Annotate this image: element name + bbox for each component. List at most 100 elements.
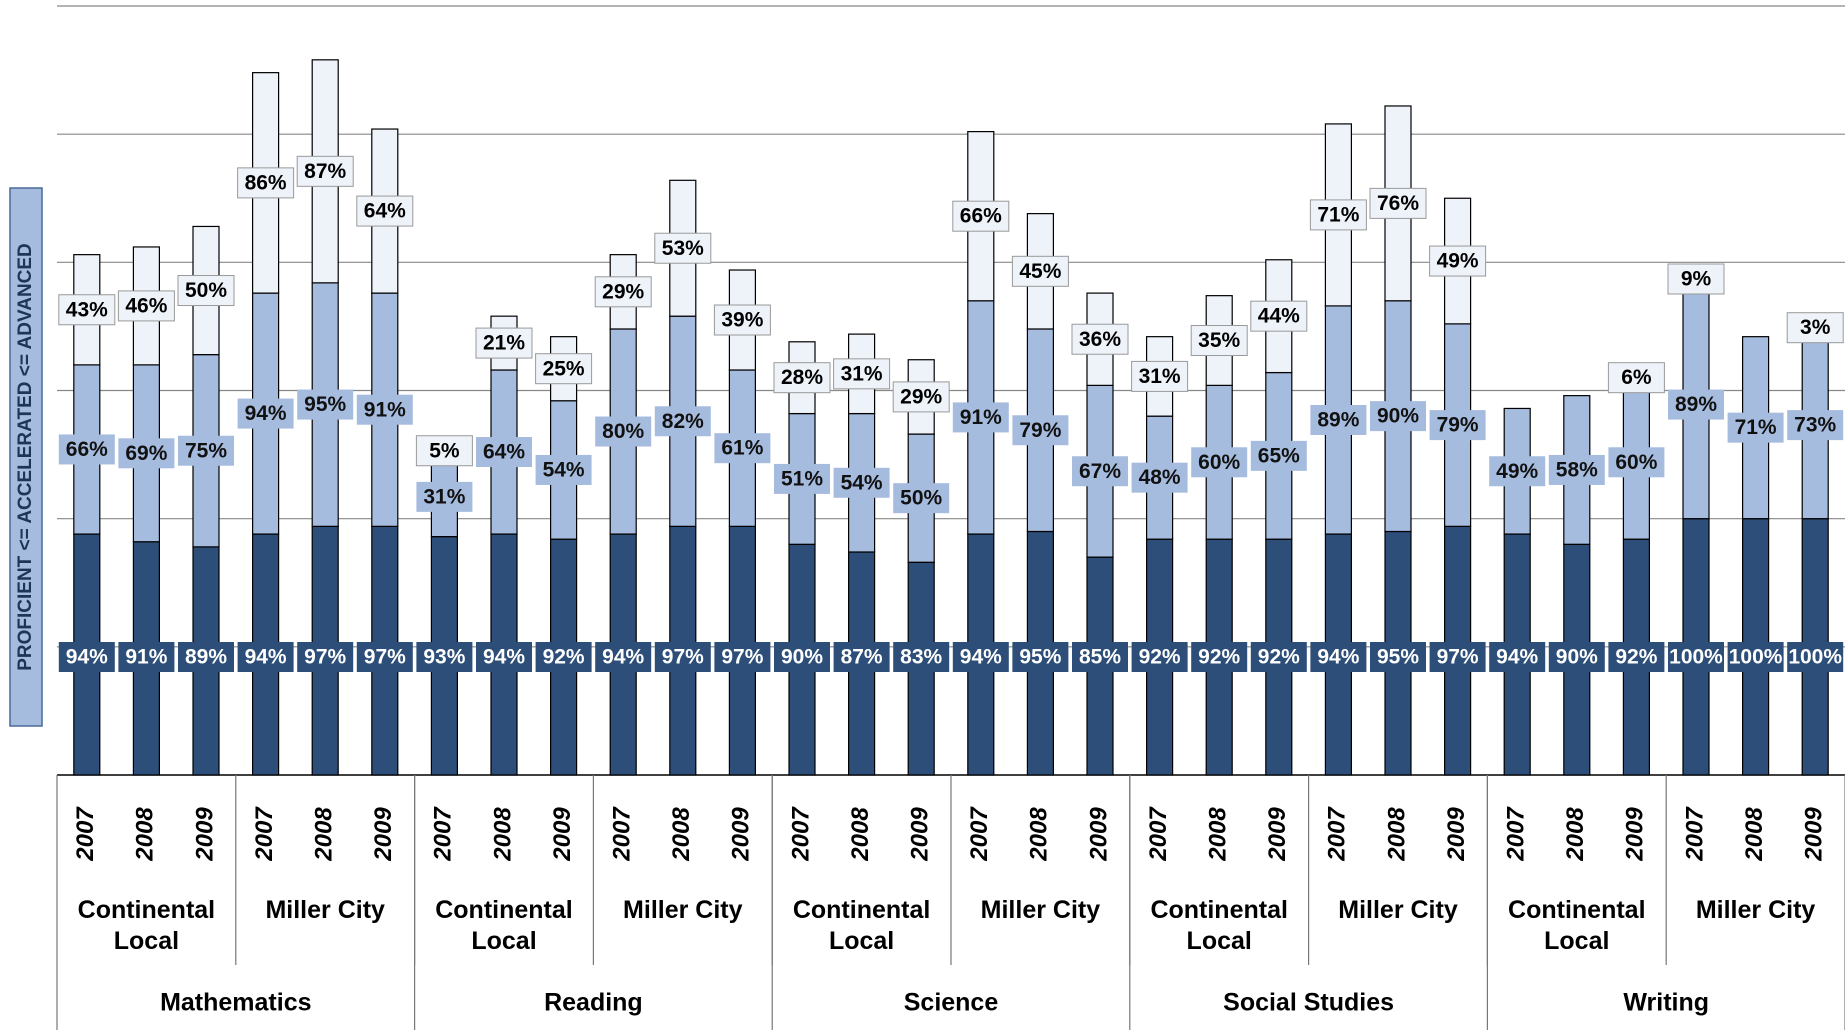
value-label-box — [594, 276, 652, 308]
value-label-box — [535, 454, 592, 485]
value-label: 97% — [1437, 646, 1479, 669]
x-tick-label: 2008 — [1026, 807, 1053, 862]
value-label-box — [1548, 642, 1605, 672]
value-label: 83% — [900, 646, 942, 669]
value-label-box — [297, 642, 354, 672]
value-label: 54% — [841, 471, 883, 494]
x-tick-label: 2009 — [1264, 807, 1291, 862]
value-label: 94% — [245, 402, 287, 425]
value-label-box — [952, 642, 1009, 672]
value-label: 86% — [245, 171, 287, 194]
value-label-box — [1072, 642, 1128, 672]
value-label-box — [1786, 312, 1844, 344]
subject-label: Writing — [1623, 989, 1709, 1017]
x-tick-label: 2008 — [1741, 807, 1768, 862]
value-label: 89% — [185, 646, 227, 669]
value-label-box — [1191, 447, 1248, 478]
value-label-box — [1787, 642, 1844, 672]
value-label: 21% — [483, 332, 525, 355]
value-label: 64% — [364, 200, 406, 223]
value-label: 31% — [423, 485, 465, 508]
value-label: 79% — [1019, 419, 1061, 442]
x-tick-label: 2007 — [430, 806, 457, 862]
value-label: 80% — [602, 420, 644, 443]
value-label: 67% — [1079, 460, 1121, 483]
value-label: 75% — [185, 439, 227, 462]
value-label: 89% — [1675, 393, 1717, 416]
value-label-box — [118, 438, 175, 469]
value-label-box — [1727, 412, 1784, 443]
value-label: 36% — [1079, 328, 1121, 351]
value-label-box — [1668, 389, 1724, 420]
value-label-box — [1370, 401, 1426, 432]
school-label: Miller City — [265, 896, 385, 924]
value-label: 66% — [960, 205, 1002, 228]
value-label-box — [535, 642, 592, 672]
value-label: 92% — [543, 646, 585, 669]
value-label-box — [1667, 263, 1725, 295]
value-label-box — [1131, 360, 1189, 392]
value-label-box — [1190, 325, 1248, 357]
value-label: 31% — [1139, 365, 1181, 388]
value-label-box — [893, 642, 950, 672]
value-label: 39% — [721, 309, 763, 332]
value-label: 29% — [900, 385, 942, 408]
value-label: 95% — [304, 393, 346, 416]
value-label-box — [476, 437, 532, 468]
value-label: 28% — [781, 366, 823, 389]
value-label: 90% — [1556, 646, 1598, 669]
x-tick-label: 2009 — [1085, 807, 1112, 862]
x-tick-label: 2007 — [1681, 806, 1708, 862]
value-label-box — [774, 463, 830, 494]
value-label: 94% — [1496, 646, 1538, 669]
x-tick-label: 2008 — [311, 807, 338, 862]
value-label-box — [356, 642, 413, 672]
value-label: 43% — [66, 298, 108, 321]
value-label: 95% — [1377, 646, 1419, 669]
value-label-box — [475, 327, 533, 359]
value-label-box — [296, 155, 354, 187]
school-label: Continental Local — [1508, 896, 1646, 955]
value-label: 54% — [543, 459, 585, 482]
value-label: 79% — [1437, 414, 1479, 437]
subject-label: Social Studies — [1223, 989, 1394, 1017]
value-label-box — [237, 167, 295, 199]
value-label: 91% — [364, 398, 406, 421]
value-label-box — [1131, 642, 1188, 672]
value-label-box — [1489, 642, 1546, 672]
value-label-box — [893, 483, 950, 514]
value-label-box — [58, 642, 115, 672]
value-label-box — [654, 232, 712, 264]
value-label: 89% — [1317, 409, 1359, 432]
x-tick-label: 2009 — [549, 807, 576, 862]
x-tick-label: 2009 — [907, 807, 934, 862]
value-label: 5% — [429, 439, 460, 462]
x-tick-label: 2008 — [489, 807, 516, 862]
value-label: 95% — [1019, 646, 1061, 669]
value-label: 29% — [602, 280, 644, 303]
value-label: 49% — [1437, 250, 1479, 273]
x-tick-label: 2007 — [966, 806, 993, 862]
school-label: Continental Local — [77, 896, 216, 955]
value-label: 100% — [1788, 646, 1842, 669]
x-tick-label: 2007 — [1503, 806, 1530, 862]
value-label: 71% — [1317, 203, 1359, 226]
value-label: 35% — [1198, 329, 1240, 352]
value-label-box — [416, 481, 473, 512]
value-label: 100% — [1669, 646, 1723, 669]
value-label: 93% — [423, 646, 465, 669]
value-label: 51% — [781, 467, 823, 490]
x-tick-label: 2009 — [370, 807, 397, 862]
value-label: 100% — [1729, 646, 1783, 669]
value-label: 87% — [304, 160, 346, 183]
value-label: 91% — [125, 646, 167, 669]
value-label: 31% — [841, 362, 883, 385]
value-label-box — [654, 406, 711, 437]
value-label-box — [1727, 642, 1784, 672]
subject-label: Mathematics — [160, 989, 311, 1017]
value-label: 69% — [125, 442, 167, 465]
x-tick-label: 2007 — [787, 806, 814, 862]
x-tick-label: 2008 — [668, 807, 695, 862]
value-label-box — [1429, 245, 1487, 277]
value-label-box — [1072, 456, 1128, 487]
